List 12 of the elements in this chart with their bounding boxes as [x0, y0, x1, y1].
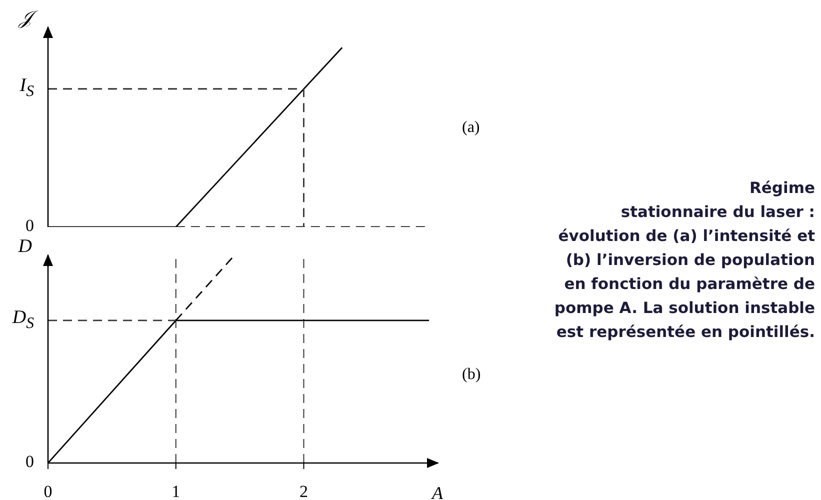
- x-tick-label: 2: [299, 482, 308, 500]
- text: I$_{S}$: [18, 75, 34, 102]
- text: 0: [24, 216, 34, 236]
- text: (a): [462, 119, 481, 137]
- text: 0: [24, 452, 34, 472]
- text: (b): [462, 366, 482, 384]
- text: D$_{S}$: [11, 307, 34, 334]
- x-axis-title: A: [432, 483, 443, 500]
- y-axis-title: D: [17, 236, 32, 257]
- x-tick-label: 0: [44, 482, 52, 500]
- text: Régime stationnaire du laser : évolution de (a) l’intensité et (b) l’inversion de population en fonction du paramètre de pompe A. La solution instable est représentée en pointillés.: [553, 178, 815, 343]
- x-tick-label: 1: [172, 482, 180, 500]
